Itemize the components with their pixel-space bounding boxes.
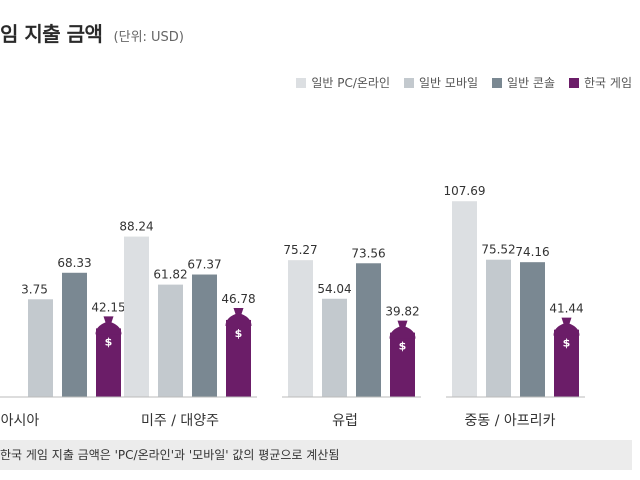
unit-label: (단위: USD) [113, 30, 184, 45]
bar-mobile-2 [322, 298, 347, 397]
money-bag-icon [553, 317, 580, 336]
bar-console-3 [520, 262, 545, 397]
data-label-korea-0: 42.15 [91, 300, 125, 314]
bar-pc-1 [124, 236, 149, 397]
data-label-pc-2: 75.27 [283, 243, 317, 257]
bar-pc-3 [452, 201, 477, 397]
legend-item-console: 일반 콘솔 [492, 74, 555, 91]
dollar-icon: $ [235, 327, 243, 340]
dollar-icon: $ [563, 337, 571, 350]
legend-item-mobile: 일반 모바일 [404, 74, 478, 91]
category-label-0: 아시아 [1, 413, 40, 429]
bar-korea-3 [554, 329, 579, 397]
legend-item-korea: 한국 게임 [569, 74, 632, 91]
data-label-mobile-1: 61.82 [153, 268, 187, 282]
legend-item-pc: 일반 PC/온라인 [296, 74, 390, 91]
legend: 일반 PC/온라인 일반 모바일 일반 콘솔 한국 게임 [296, 74, 632, 91]
bar-korea-2 [390, 332, 415, 397]
title-area: 임 지출 금액 (단위: USD) [0, 18, 184, 47]
category-label-3: 중동 / 아프리카 [465, 413, 556, 429]
legend-swatch-mobile [404, 77, 415, 88]
data-label-pc-1: 88.24 [119, 220, 153, 234]
footnote: 한국 게임 지출 금액은 'PC/온라인'과 '모바일' 값의 평균으로 계산됨 [0, 440, 632, 470]
data-label-console-0: 68.33 [57, 256, 91, 270]
data-label-mobile-3: 75.52 [481, 243, 515, 257]
legend-swatch-console [492, 77, 503, 88]
money-bag-icon [95, 316, 122, 335]
category-label-1: 미주 / 대양주 [141, 413, 219, 429]
bar-mobile-1 [158, 284, 183, 397]
data-label-korea-3: 41.44 [549, 302, 583, 316]
legend-label-korea: 한국 게임 [584, 76, 632, 90]
legend-label-pc: 일반 PC/온라인 [311, 76, 391, 90]
legend-label-console: 일반 콘솔 [507, 76, 556, 90]
category-label-2: 유럽 [332, 413, 358, 429]
bar-console-2 [356, 263, 381, 397]
bar-mobile-3 [486, 259, 511, 397]
legend-swatch-pc [296, 77, 307, 88]
bar-korea-1 [226, 319, 251, 397]
dollar-icon: $ [399, 340, 407, 353]
data-label-korea-2: 39.82 [385, 305, 419, 319]
legend-label-mobile: 일반 모바일 [419, 76, 479, 90]
legend-swatch-korea [569, 77, 580, 88]
bar-mobile-0 [28, 299, 53, 397]
money-bag-icon [389, 320, 416, 339]
bar-console-0 [62, 272, 87, 397]
bar-pc-2 [288, 260, 313, 397]
money-bag-icon [225, 307, 252, 326]
bar-console-1 [192, 274, 217, 397]
chart-title: 임 지출 금액 [0, 22, 103, 46]
data-label-mobile-2: 54.04 [317, 282, 351, 296]
data-label-console-2: 73.56 [351, 246, 385, 260]
bar-korea-0 [96, 328, 121, 397]
data-label-console-3: 74.16 [515, 245, 549, 259]
data-label-pc-3: 107.69 [444, 184, 486, 198]
data-label-korea-1: 46.78 [221, 292, 255, 306]
dollar-icon: $ [105, 335, 113, 348]
data-label-console-1: 67.37 [187, 258, 221, 272]
data-label-mobile-0: 3.75 [21, 282, 48, 296]
